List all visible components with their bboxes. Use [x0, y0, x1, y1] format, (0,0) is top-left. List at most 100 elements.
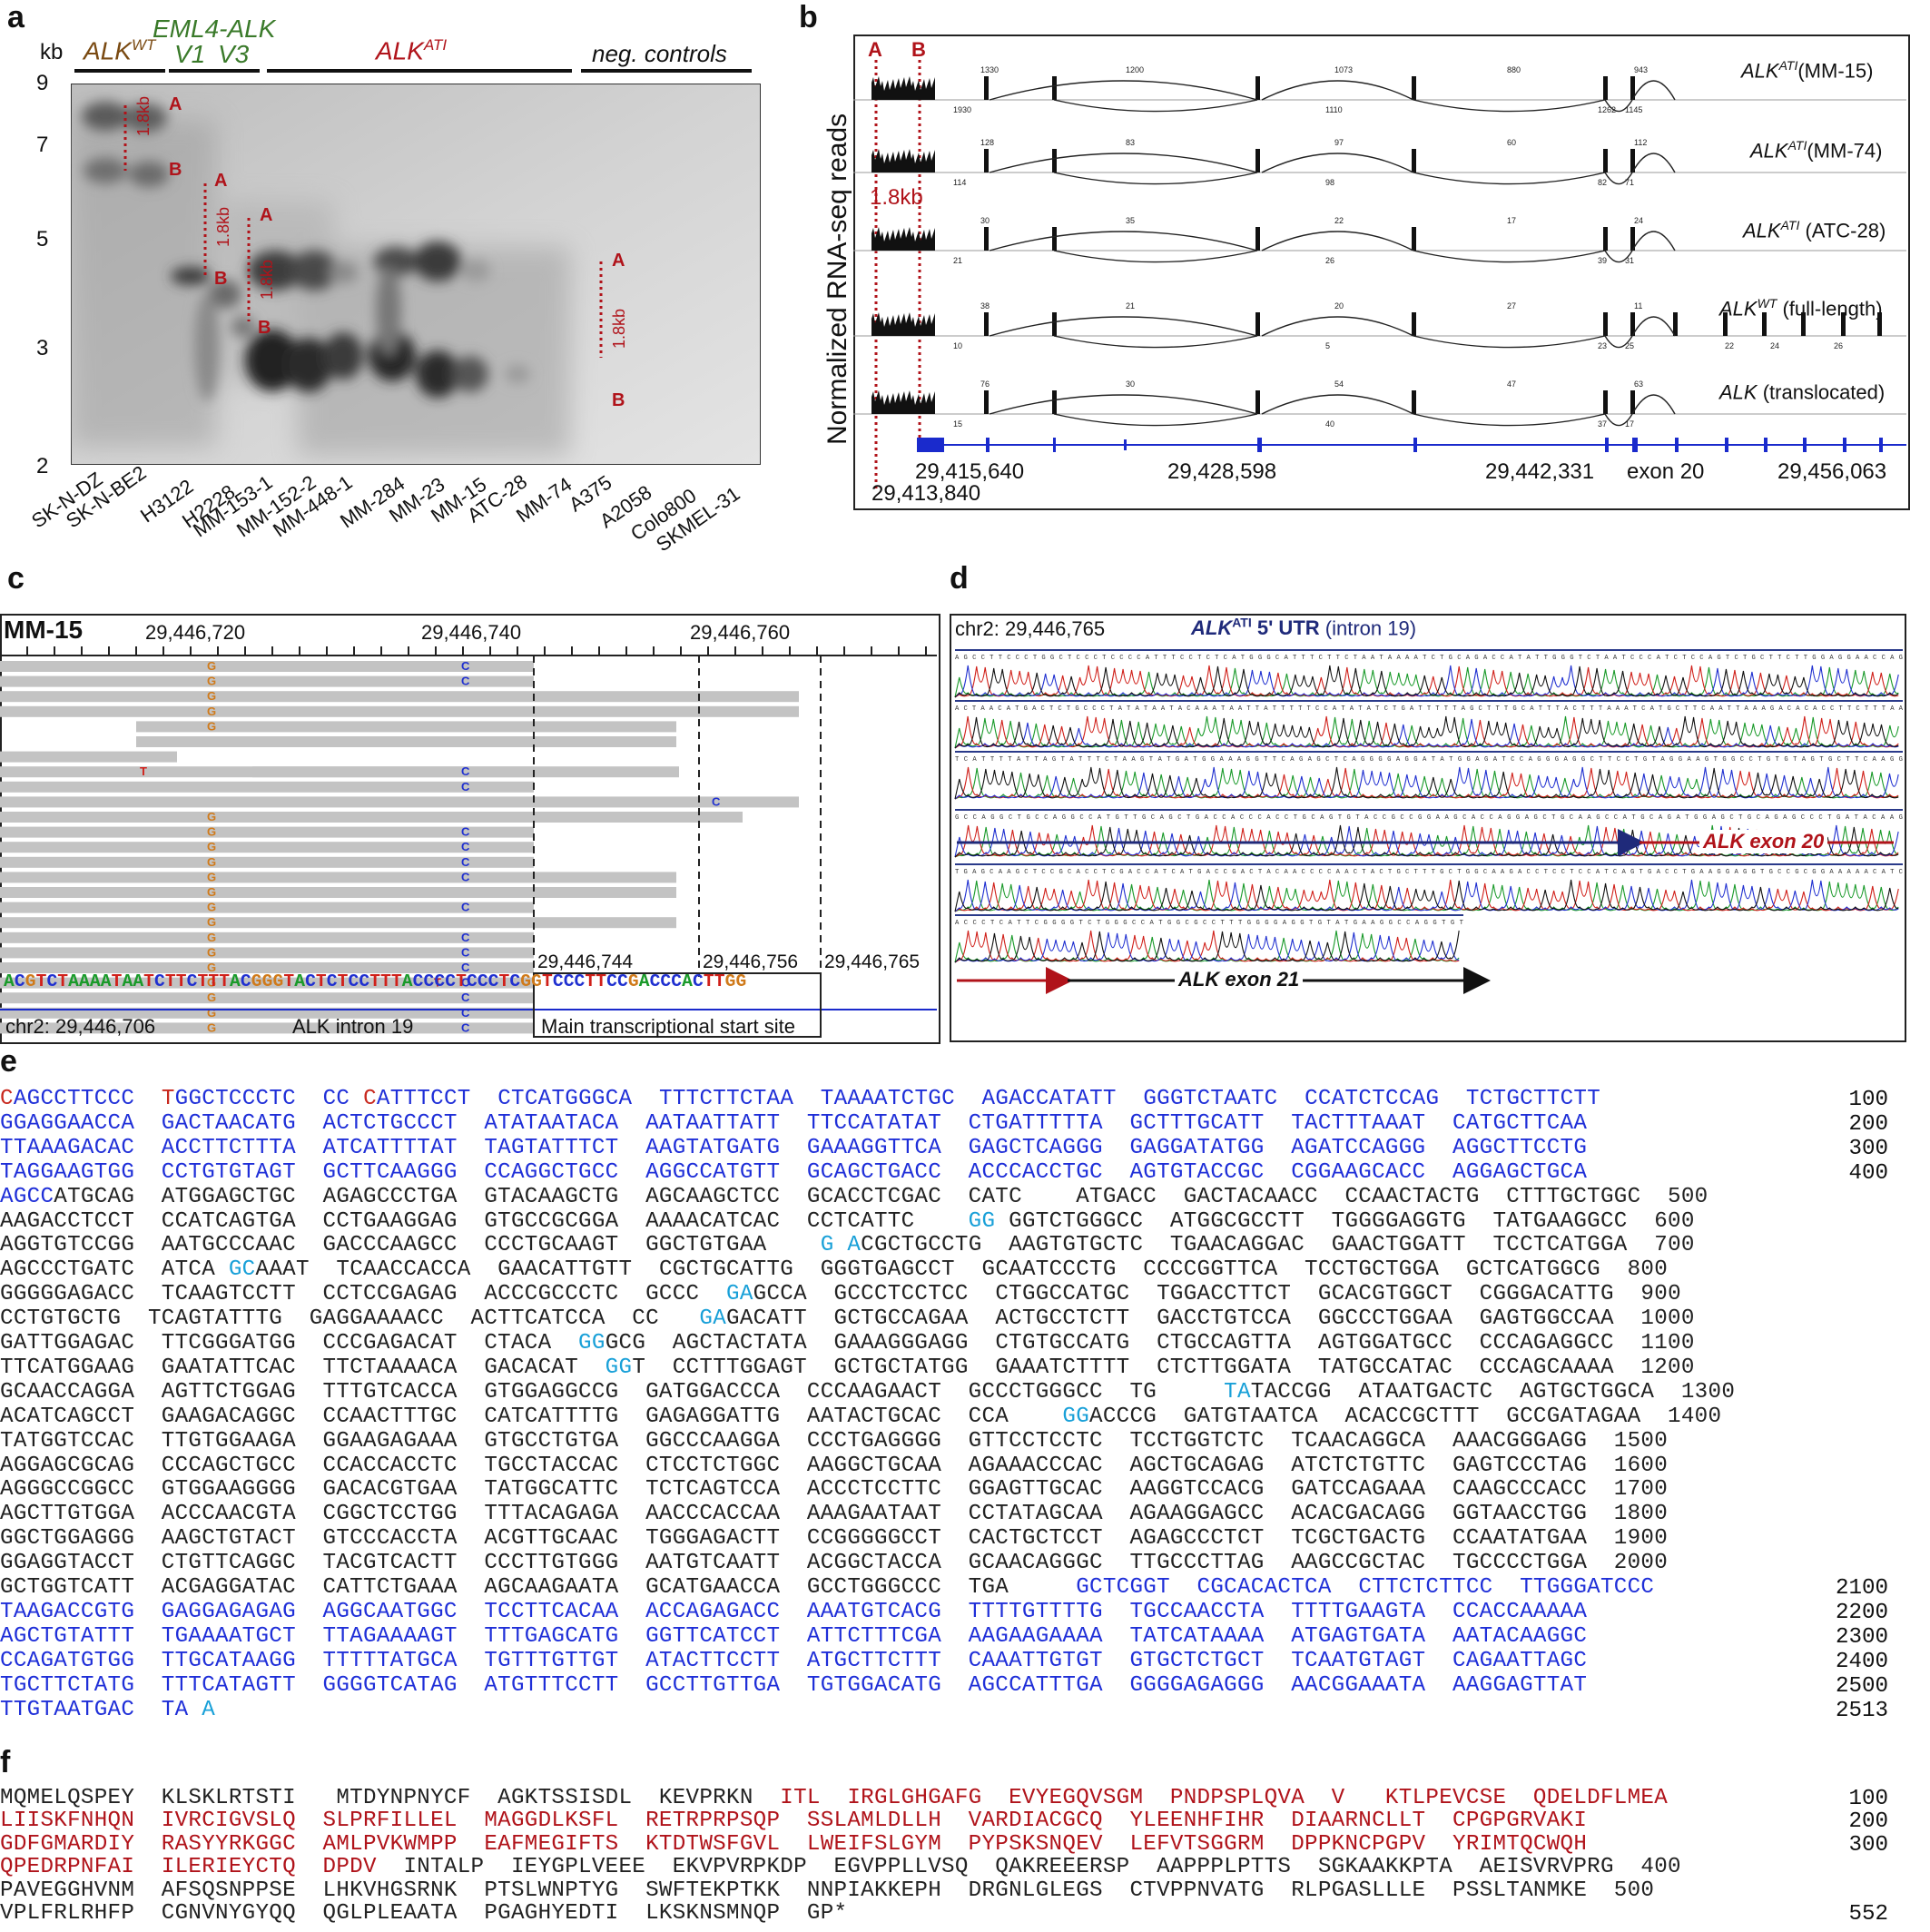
- junction-count: 22: [1725, 341, 1734, 350]
- junction-count: 98: [1325, 178, 1334, 187]
- coord-label: 29,428,598: [1167, 459, 1277, 484]
- tss-coord: 29,446,756: [703, 951, 799, 972]
- base: T: [111, 971, 123, 991]
- base: T: [714, 971, 725, 991]
- sequencing-read: [0, 887, 676, 898]
- base: C: [606, 971, 617, 991]
- group-bar: [74, 69, 165, 73]
- ytick-9: 9: [36, 71, 49, 95]
- trace-A: [954, 930, 1460, 963]
- coord-label: 29,413,840: [871, 481, 981, 506]
- trace-T: [954, 715, 1899, 749]
- trace-G: [954, 766, 1899, 800]
- tss-label: Main transcriptional start site: [541, 1015, 795, 1038]
- mark-a: A: [612, 251, 625, 271]
- coord-label: 29,456,063: [1777, 459, 1887, 484]
- exon-coverage: [984, 227, 989, 251]
- base: G: [251, 971, 262, 991]
- sequence-line: CAGCCTTCCC TGGCTCCCTC CC CATTTCCT CTCATG…: [0, 1088, 1600, 1111]
- exon-coverage: [1630, 312, 1635, 336]
- exon-coverage: [1052, 76, 1057, 100]
- junction-count: 97: [1334, 138, 1344, 147]
- position-number: 100: [1848, 1088, 1888, 1112]
- group-neg-controls: neg. controls: [592, 40, 727, 67]
- sequence-segment: VPLFRLRHFP CGNVNYGYQQ QGLPLEAATA PGAGHYE…: [0, 1901, 848, 1926]
- base: C: [434, 971, 446, 991]
- junction-count: 1930: [953, 105, 971, 114]
- ytick-5: 5: [36, 227, 49, 251]
- mismatch-g: G: [207, 976, 216, 990]
- exon-coverage: [1673, 312, 1678, 336]
- position-number: 2200: [1835, 1600, 1888, 1625]
- base: C: [186, 971, 198, 991]
- panel-b-label: b: [799, 0, 818, 34]
- mismatch-c: C: [461, 1020, 470, 1034]
- junction-count: 23: [1598, 341, 1607, 350]
- exon-coverage: [1603, 312, 1608, 336]
- mark-1-8kb: 1.8kb: [870, 185, 923, 210]
- sequence-segment: G A: [820, 1233, 862, 1258]
- splice-junction-arc: [1053, 413, 1258, 427]
- base-calls: AGCCTTCCCTGGCTCCCTCCCCATTTCCTCTCATGGGCAT…: [955, 655, 1903, 662]
- sequence-segment: TTAAAGACAC ACCTTCTTTA ATCATTTTAT TAGTATT…: [0, 1135, 1588, 1160]
- base: C: [305, 971, 316, 991]
- trace-G: [954, 665, 1899, 698]
- position-number: 552: [1848, 1902, 1888, 1927]
- junction-count: 63: [1634, 380, 1643, 389]
- sequence-segment: GGAGGTACCT CTGTTCAGGC TACGTCACTT CCCTTGT…: [0, 1551, 1669, 1576]
- sequence-segment: GA: [726, 1282, 753, 1307]
- mark-b: B: [258, 318, 271, 338]
- base: A: [294, 971, 306, 991]
- base: T: [57, 971, 69, 991]
- sequence-line: GATTGGAGAC TTCGGGATGG CCCGAGACAT CTACA G…: [0, 1332, 1695, 1355]
- exon-coverage: [1877, 312, 1882, 336]
- exon-coverage: [984, 390, 989, 414]
- base: C: [616, 971, 628, 991]
- exon-coverage: [1052, 227, 1057, 251]
- sequence-line: AGGAGCGCAG CCCAGCTGCC CCACCACCTC TGCCTAC…: [0, 1454, 1668, 1478]
- exon-20-label: ALK exon 20: [1699, 830, 1828, 853]
- track-label: ALKATI(MM-74): [1750, 138, 1883, 163]
- exon-coverage: [1255, 76, 1260, 100]
- base: T: [35, 971, 47, 991]
- rnaseq-frame: [853, 34, 1910, 510]
- sequence-line: QPEDRPNFAI ILERIEYCTQ DPDV INTALP IEYGPL…: [0, 1856, 1681, 1879]
- mismatch-c: C: [461, 931, 470, 944]
- mark-b: B: [911, 38, 926, 61]
- sequence-segment: GG: [968, 1208, 996, 1234]
- chr-label: chr2: 29,446,706: [5, 1015, 156, 1038]
- mismatch-c: C: [461, 976, 470, 990]
- exon-coverage: [1255, 149, 1260, 172]
- sequence-segment: AAGACCTCCT CCATCAGTGA CCTGAAGGAG GTGCCGC…: [0, 1208, 969, 1234]
- sequence-line: TTGTAATGAC TA A: [0, 1698, 215, 1722]
- junction-count: 60: [1507, 138, 1516, 147]
- sequence-segment: C: [0, 1087, 14, 1111]
- sequence-segment: INTALP IEYGPLVEEE EKVPVRPKDP EGVPPLLVSQ …: [376, 1855, 1681, 1880]
- trace-G: [954, 718, 1899, 749]
- coverage: [871, 390, 935, 414]
- exon-coverage: [1412, 312, 1416, 336]
- sequencing-read: [0, 705, 799, 717]
- trace-C: [954, 879, 1899, 912]
- base: T: [390, 971, 402, 991]
- splice-junction-arc: [1413, 413, 1606, 427]
- sequence-segment: T CCTTTGGAGT GCTGCTATGG GAAATCTTTT CTCTT…: [632, 1355, 1695, 1380]
- junction-count: 26: [1325, 256, 1334, 265]
- base: G: [520, 971, 532, 991]
- sequence-segment: PAVEGGHVNM AFSQSNPPSE LHKVHGSRNK PTSLWNP…: [0, 1878, 1655, 1903]
- mismatch-g: G: [207, 915, 216, 929]
- sequence-line: TAAGACCGTG GAGGAGAGAG AGGCAATGGC TCCTTCA…: [0, 1600, 1587, 1624]
- base: T: [596, 971, 607, 991]
- splice-junction-arc: [1631, 80, 1676, 101]
- mark-a: A: [868, 38, 882, 61]
- sequence-segment: GCCTTCCC: [26, 1087, 162, 1111]
- trace-T: [954, 665, 1899, 698]
- sequencing-read: [0, 675, 534, 687]
- sequence-segment: GATTGGAGAC TTCGGGATGG CCCGAGACAT CTACA: [0, 1331, 579, 1355]
- panel-c-label: c: [7, 561, 25, 596]
- panel-a-kb-label: kb: [40, 40, 64, 64]
- base: A: [230, 971, 241, 991]
- exon-coverage: [1762, 312, 1767, 336]
- coord-label: 29,415,640: [915, 459, 1025, 484]
